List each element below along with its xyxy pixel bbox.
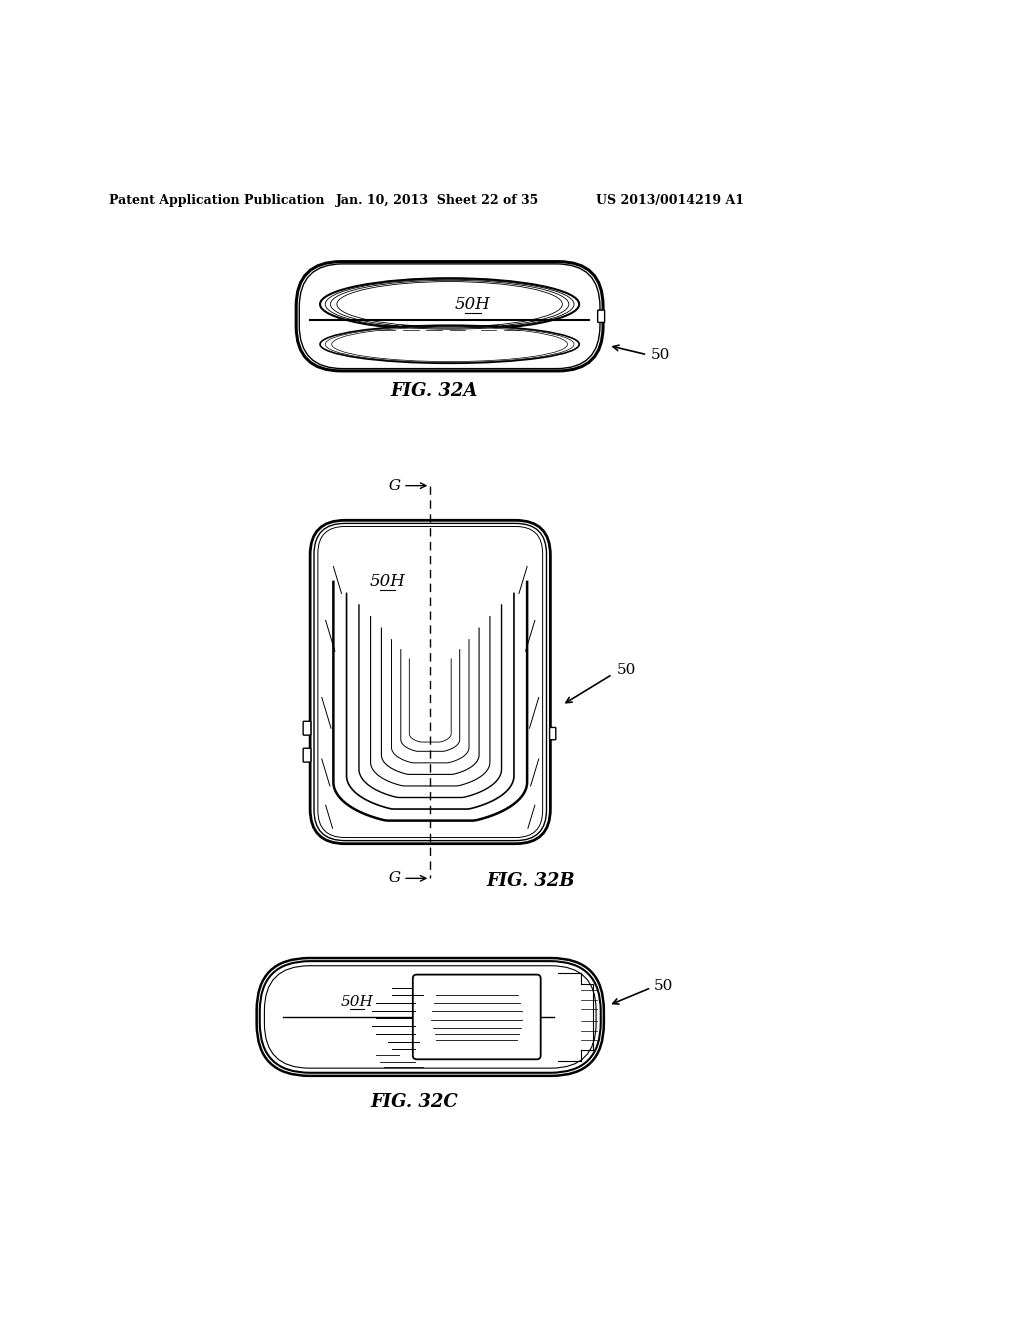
Text: FIG. 32B: FIG. 32B <box>486 871 575 890</box>
Text: G: G <box>384 479 400 492</box>
Text: Jan. 10, 2013  Sheet 22 of 35: Jan. 10, 2013 Sheet 22 of 35 <box>336 194 540 207</box>
Text: 50H: 50H <box>370 573 406 590</box>
FancyBboxPatch shape <box>413 974 541 1059</box>
FancyBboxPatch shape <box>303 721 311 735</box>
Text: Patent Application Publication: Patent Application Publication <box>110 194 325 207</box>
Text: US 2013/0014219 A1: US 2013/0014219 A1 <box>597 194 744 207</box>
Text: G: G <box>384 871 400 886</box>
FancyBboxPatch shape <box>598 310 604 322</box>
FancyBboxPatch shape <box>257 958 604 1076</box>
FancyBboxPatch shape <box>550 727 556 739</box>
FancyBboxPatch shape <box>296 261 603 371</box>
Text: 50: 50 <box>616 664 636 677</box>
Text: FIG. 32C: FIG. 32C <box>371 1093 459 1111</box>
Text: FIG. 32A: FIG. 32A <box>390 381 478 400</box>
Ellipse shape <box>321 325 580 363</box>
FancyBboxPatch shape <box>303 748 311 762</box>
FancyBboxPatch shape <box>310 520 550 843</box>
Text: 50: 50 <box>653 979 673 993</box>
Text: 50: 50 <box>651 347 671 362</box>
Text: 50H: 50H <box>455 296 490 313</box>
Ellipse shape <box>321 279 580 330</box>
Text: 50H: 50H <box>340 994 373 1008</box>
